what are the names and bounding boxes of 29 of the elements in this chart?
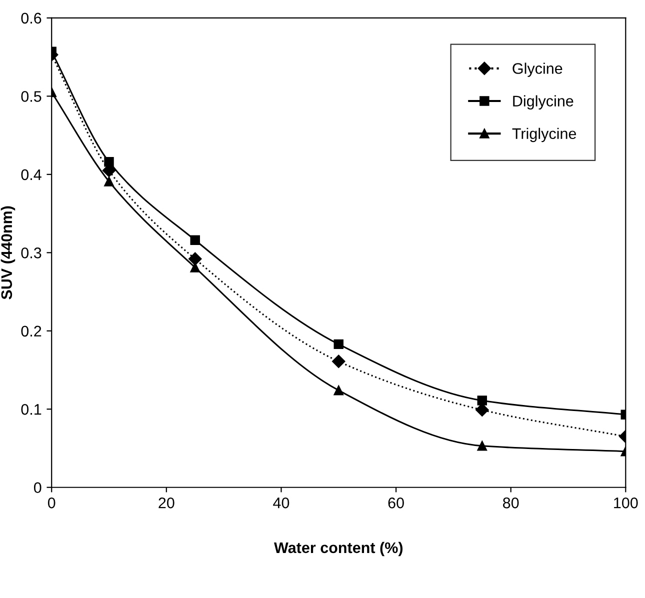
x-tick-label: 80 (503, 497, 519, 508)
y-tick-label: 0.1 (21, 404, 42, 415)
y-tick-label: 0 (34, 482, 42, 494)
x-axis-title: Water content (%) (274, 542, 403, 556)
point (104, 157, 114, 167)
point (190, 235, 200, 245)
point (477, 441, 487, 451)
y-tick-label: 0.2 (21, 326, 42, 337)
point (190, 262, 200, 272)
x-tick-label: 100 (614, 497, 638, 508)
y-tick-label: 0.4 (21, 169, 42, 180)
legend-label: Triglycine (512, 128, 576, 142)
x-tick-label: 60 (388, 497, 404, 508)
point (334, 339, 344, 350)
y-tick-label: 0.5 (21, 91, 42, 102)
point (188, 252, 202, 266)
y-tick-label: 0.6 (21, 12, 42, 24)
x-tick-label: 0 (48, 497, 56, 508)
point (332, 354, 346, 368)
legend-label: Diglycine (513, 95, 574, 110)
point (477, 396, 487, 406)
point (334, 385, 344, 396)
y-axis-title: SUV (440nm) (0, 206, 16, 300)
x-tick-label: 40 (273, 497, 290, 508)
y-tick-label: 0.3 (21, 248, 42, 258)
legend-label: Glycine (512, 62, 562, 77)
point (476, 403, 489, 416)
point (104, 176, 114, 186)
x-tick-label: 20 (158, 497, 174, 508)
